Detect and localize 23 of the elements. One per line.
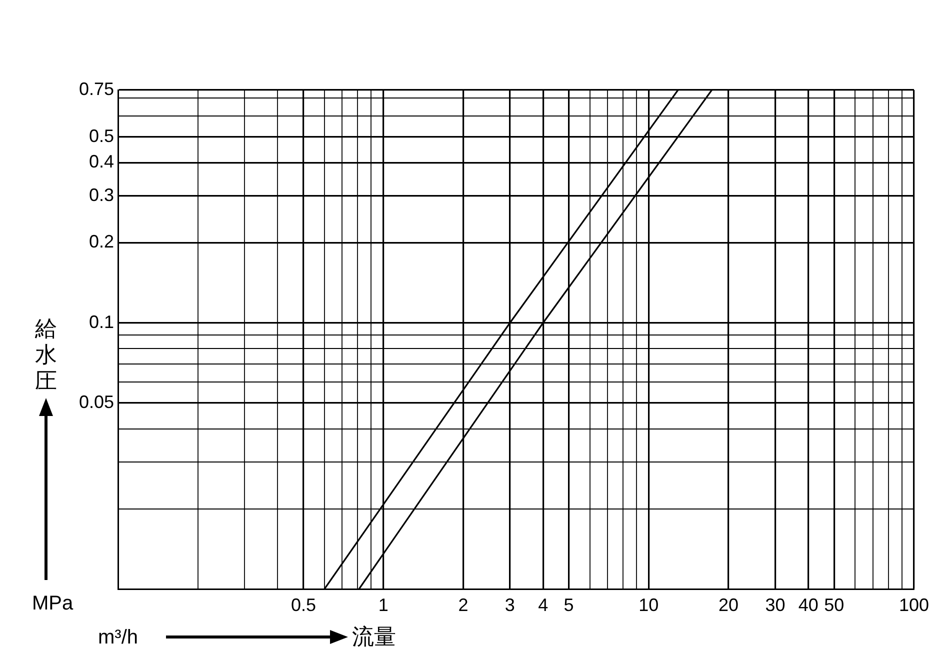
x-tick-label: 0.5 (290, 594, 316, 615)
x-tick-label: 4 (538, 594, 548, 615)
y-tick-label: 0.5 (88, 126, 114, 146)
x-tick-label: 40 (798, 594, 818, 615)
y-tick-label: 0.1 (88, 312, 114, 332)
x-tick-label: 100 (898, 594, 930, 615)
y-tick-label: 0.4 (88, 152, 114, 172)
y-tick-label: 0.3 (88, 184, 114, 205)
x-tick-label: 3 (504, 594, 515, 615)
y-axis-title: 給水圧 (34, 316, 57, 394)
x-tick-label: 1 (378, 594, 388, 615)
x-tick-label: 5 (564, 594, 574, 615)
text: MPa (32, 592, 74, 615)
text: m³/h (98, 626, 138, 649)
y-tick-label: 0.2 (88, 232, 114, 252)
y-tick-label: 0.75 (78, 78, 114, 99)
x-tick-label: 30 (765, 594, 786, 615)
x-tick-label: 50 (824, 594, 844, 615)
x-axis-title: 流量 (352, 624, 396, 650)
x-tick-label: 2 (458, 594, 468, 615)
y-tick-label: 0.05 (78, 392, 114, 412)
x-tick-label: 10 (638, 594, 659, 615)
x-tick-label: 20 (718, 594, 739, 615)
